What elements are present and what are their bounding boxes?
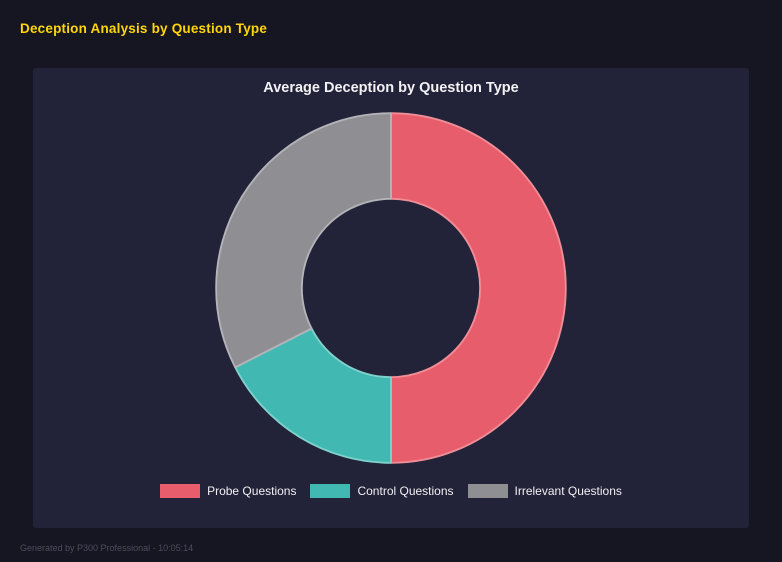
legend-item-control-questions[interactable]: Control Questions [310, 484, 454, 498]
legend-swatch-irrelevant-questions [467, 484, 508, 498]
chart-legend: Probe Questions Control Questions Irreleva… [160, 484, 622, 498]
page-footer: Generated by P300 Professional - 10:05:1… [20, 543, 194, 553]
donut-slice-control-questions[interactable] [234, 327, 392, 464]
donut-slice-probe-questions[interactable] [390, 112, 567, 464]
page-title: Deception Analysis by Question Type [20, 21, 268, 36]
legend-label-probe-questions: Probe Questions [207, 484, 297, 498]
chart-card: Average Deception by Question Type Probe… [33, 68, 749, 528]
page-header: Deception Analysis by Question Type [20, 20, 267, 38]
donut-chart [215, 112, 567, 464]
legend-label-irrelevant-questions: Irrelevant Questions [514, 484, 622, 498]
legend-swatch-probe-questions [160, 484, 201, 498]
legend-swatch-control-questions [310, 484, 351, 498]
donut-slice-irrelevant-questions[interactable] [215, 112, 392, 369]
legend-label-control-questions: Control Questions [357, 484, 454, 498]
chart-title: Average Deception by Question Type [263, 80, 519, 96]
legend-item-irrelevant-questions[interactable]: Irrelevant Questions [467, 484, 622, 498]
legend-item-probe-questions[interactable]: Probe Questions [160, 484, 296, 498]
